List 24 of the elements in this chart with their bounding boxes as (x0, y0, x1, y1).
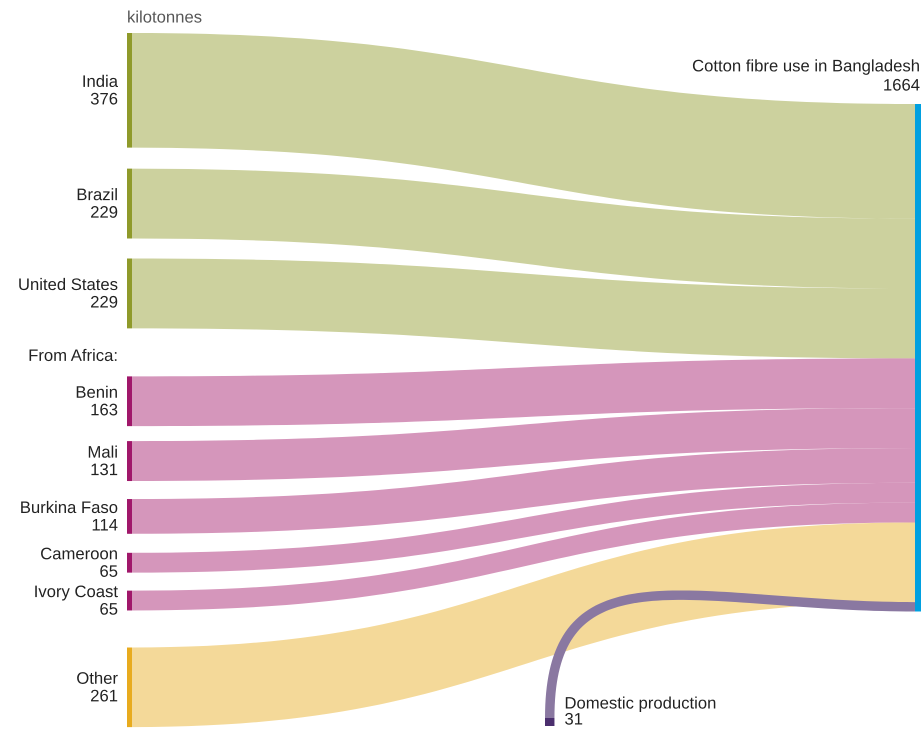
data-label: 65 (100, 565, 118, 577)
category-label: Other (77, 672, 118, 684)
category-label: Brazil (78, 188, 117, 200)
category-label: United States (19, 278, 118, 290)
category-label: Domestic production (566, 696, 716, 712)
text: Cotton fibre use in Bangladesh (692, 59, 919, 75)
text: 1664 (884, 78, 920, 91)
text: From Africa: (30, 348, 116, 362)
category-label: Cameroon (41, 548, 117, 560)
data-label: 31 (565, 712, 582, 725)
category-label: Benin (76, 386, 117, 398)
data-label: 163 (91, 404, 118, 416)
category-label: Burkina Faso (21, 500, 118, 514)
data-label: 376 (90, 92, 118, 105)
text: kilotonnes (128, 10, 202, 23)
data-label: 229 (91, 206, 118, 218)
data-label: 131 (91, 464, 118, 476)
category-label: India (83, 74, 118, 88)
data-label: 65 (100, 602, 118, 615)
category-label: Mali (88, 446, 117, 458)
category-label: Ivory Coast (35, 585, 118, 601)
data-label: 229 (91, 296, 118, 308)
data-label: 261 (91, 690, 118, 702)
data-label: 114 (92, 519, 118, 531)
